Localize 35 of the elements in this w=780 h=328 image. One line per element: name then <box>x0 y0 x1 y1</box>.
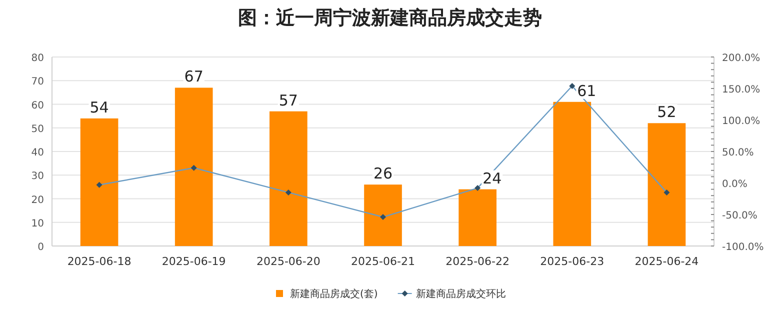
y2-tick-label: 150.0% <box>722 84 760 96</box>
bar <box>270 111 308 246</box>
bar <box>80 118 118 246</box>
y-tick-label: 70 <box>31 76 44 88</box>
legend-label: 新建商品房成交(套) <box>290 288 378 300</box>
chart-title: 图：近一周宁波新建商品房成交走势 <box>238 7 542 29</box>
x-tick-label: 2025-06-19 <box>162 255 226 268</box>
x-tick-label: 2025-06-20 <box>256 255 320 268</box>
labels-新建商品房成交(套): 61 <box>576 82 598 100</box>
x-tick-label: 2025-06-24 <box>634 255 699 268</box>
y-tick-label: 80 <box>31 53 44 64</box>
y-tick-label: 30 <box>31 171 44 182</box>
legend-label: 新建商品房成交环比 <box>416 288 506 300</box>
y-tick-label: 10 <box>31 218 44 230</box>
y-tick-label: 20 <box>31 194 44 206</box>
y-tick-label: 0 <box>38 242 44 253</box>
y2-tick-label: -50.0% <box>722 210 758 222</box>
bar <box>174 88 213 246</box>
bar <box>553 102 592 246</box>
y2-tick-label: 0.0% <box>722 179 748 190</box>
x-tick-label: 2025-06-18 <box>67 255 132 268</box>
y-tick-label: 50 <box>31 124 44 135</box>
y-tick-label: 60 <box>31 100 44 112</box>
x-tick-label: 2025-06-23 <box>540 255 604 268</box>
y2-tick-label: 50.0% <box>722 148 754 158</box>
x-tick-label: 2025-06-21 <box>351 255 415 268</box>
y2-tick-label: -100.0% <box>722 242 764 253</box>
x-tick-label: 2025-06-22 <box>446 255 510 268</box>
y2-tick-label: 200.0% <box>722 53 760 64</box>
labels-新建商品房成交(套): 24 <box>482 169 503 188</box>
bar <box>648 123 686 246</box>
bar <box>364 184 402 246</box>
y2-tick-label: 100.0% <box>722 116 760 127</box>
bar <box>458 189 496 246</box>
y-tick-label: 40 <box>31 148 44 158</box>
